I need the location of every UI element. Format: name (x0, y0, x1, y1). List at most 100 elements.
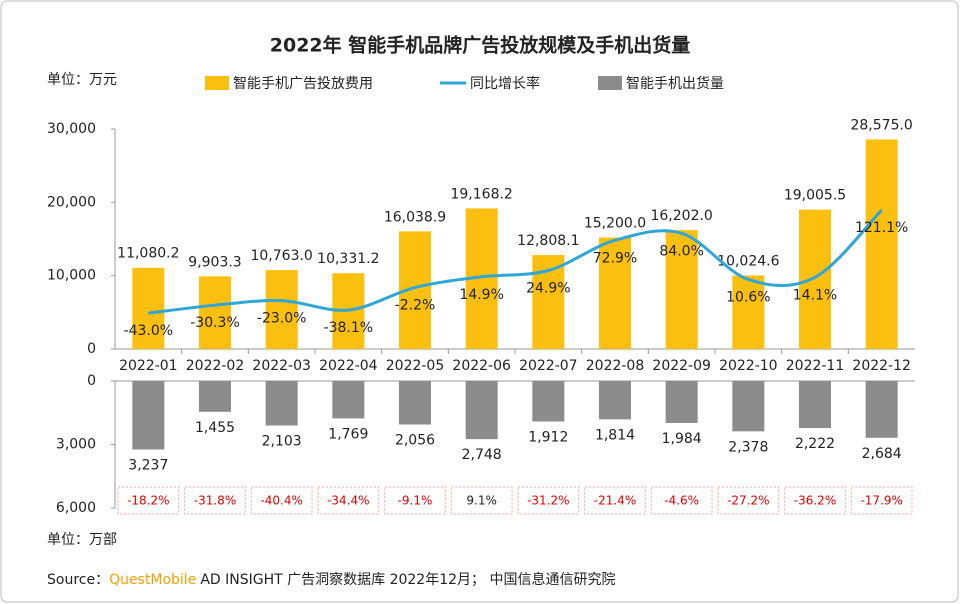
legend-label: 同比增长率 (470, 75, 540, 92)
bar (199, 276, 231, 349)
table-cell (717, 486, 780, 515)
growth-label: -21.4% (594, 494, 636, 508)
x-tick-label: 2022-01 (119, 358, 178, 374)
table-cell (517, 486, 580, 515)
bar-label: 1,912 (528, 429, 568, 445)
x-tick-label: 2022-08 (586, 358, 645, 374)
growth-label: -34.4% (327, 494, 369, 508)
source: Source：QuestMobile AD INSIGHT 广告洞察数据库 202… (47, 571, 615, 588)
unit-label: 单位：万部 (47, 532, 117, 548)
bar (599, 381, 631, 420)
bar-label: 3,237 (128, 458, 168, 474)
bar (265, 270, 298, 349)
table-cell (317, 486, 380, 515)
bar-label: 1,769 (328, 426, 368, 442)
bar-label: 2,684 (862, 446, 902, 462)
bar (132, 381, 165, 450)
y-tick-label: 0 (87, 341, 96, 357)
line-label: -2.2% (395, 298, 436, 314)
legend-label: 智能手机广告投放费用 (233, 76, 373, 92)
line-label: 72.9% (593, 250, 637, 266)
table-cell (450, 486, 513, 515)
growth-label: -40.4% (260, 494, 302, 508)
bar (799, 209, 831, 349)
line-label: -38.1% (324, 320, 374, 336)
growth-label: -36.2% (794, 494, 836, 508)
x-tick-label: 2022-02 (186, 358, 245, 374)
line-label: 84.0% (659, 243, 703, 259)
bar-label: 19,005.5 (784, 188, 846, 204)
bar (132, 267, 165, 349)
growth-label: -18.2% (127, 494, 169, 508)
bar (865, 381, 898, 438)
y-tick-label: 20,000 (47, 194, 96, 210)
bar-label: 28,575.0 (850, 117, 912, 133)
line-label: 10.6% (726, 289, 770, 305)
bar (665, 230, 698, 349)
bar (665, 381, 698, 423)
bar-label: 19,168.2 (450, 186, 512, 202)
y-tick-label: 0 (87, 373, 96, 389)
legend-swatch (205, 76, 229, 90)
bar-label: 2,748 (462, 447, 502, 463)
bar (465, 381, 498, 440)
y-tick-label: 10,000 (47, 268, 96, 284)
bar-label: 9,903.3 (188, 254, 241, 270)
y-tick-label: 3,000 (56, 437, 96, 453)
line-label: 14.9% (459, 287, 503, 303)
bar (799, 381, 831, 429)
chart-title: 2022年 智能手机品牌广告投放规模及手机出货量 (270, 34, 691, 57)
source-text: AD INSIGHT 广告洞察数据库 2022年12月； 中国信息通信研究院 (200, 571, 615, 588)
x-tick-label: 2022-03 (252, 358, 311, 374)
growth-label: -27.2% (727, 494, 769, 508)
bar-label: 2,378 (728, 439, 768, 455)
x-tick-label: 2022-11 (786, 358, 845, 374)
bar (732, 381, 765, 432)
table-cell (650, 486, 713, 515)
x-tick-label: 2022-06 (452, 358, 511, 374)
bar-label: 10,331.2 (317, 251, 379, 267)
bar-label: 10,763.0 (250, 248, 312, 264)
bar-label: 16,038.9 (384, 209, 446, 225)
y-tick-label: 30,000 (47, 121, 96, 137)
bar-label: 1,814 (595, 427, 635, 443)
legend-swatch (598, 76, 622, 90)
bar-label: 1,984 (662, 431, 702, 447)
bar-label: 1,455 (195, 420, 235, 436)
table-cell (117, 486, 180, 515)
bar-label: 16,202.0 (650, 208, 712, 224)
bar (332, 381, 365, 419)
growth-label: -31.2% (527, 494, 569, 508)
bar (732, 275, 765, 349)
line-label: -23.0% (257, 311, 307, 327)
growth-label: -4.6% (664, 494, 699, 508)
table-cell (250, 486, 313, 515)
line-label: 121.1% (855, 220, 908, 236)
bar (399, 381, 431, 425)
table-cell (184, 486, 246, 515)
source-label: Source： (47, 572, 109, 588)
y-tick-label: 6,000 (56, 500, 96, 516)
bar-label: 10,024.6 (717, 253, 779, 269)
line-label: 14.1% (793, 287, 837, 303)
growth-label: 9.1% (466, 494, 497, 508)
x-tick-label: 2022-12 (852, 358, 911, 374)
bar (265, 381, 298, 426)
bar (599, 237, 631, 349)
growth-label: -31.8% (194, 494, 236, 508)
x-tick-label: 2022-05 (386, 358, 445, 374)
line-label: -43.0% (124, 323, 174, 339)
x-tick-label: 2022-04 (319, 358, 378, 374)
line-label: 24.9% (526, 280, 570, 296)
bar-label: 12,808.1 (517, 233, 579, 249)
unit-label: 单位：万元 (47, 72, 117, 88)
table-cell (384, 486, 446, 515)
bar (532, 381, 565, 422)
table-cell (584, 486, 646, 515)
line (148, 208, 883, 315)
bar-label: 15,200.0 (584, 216, 646, 232)
bar-label: 11,080.2 (117, 246, 179, 262)
growth-label: -9.1% (398, 494, 433, 508)
table-cell (784, 486, 846, 515)
